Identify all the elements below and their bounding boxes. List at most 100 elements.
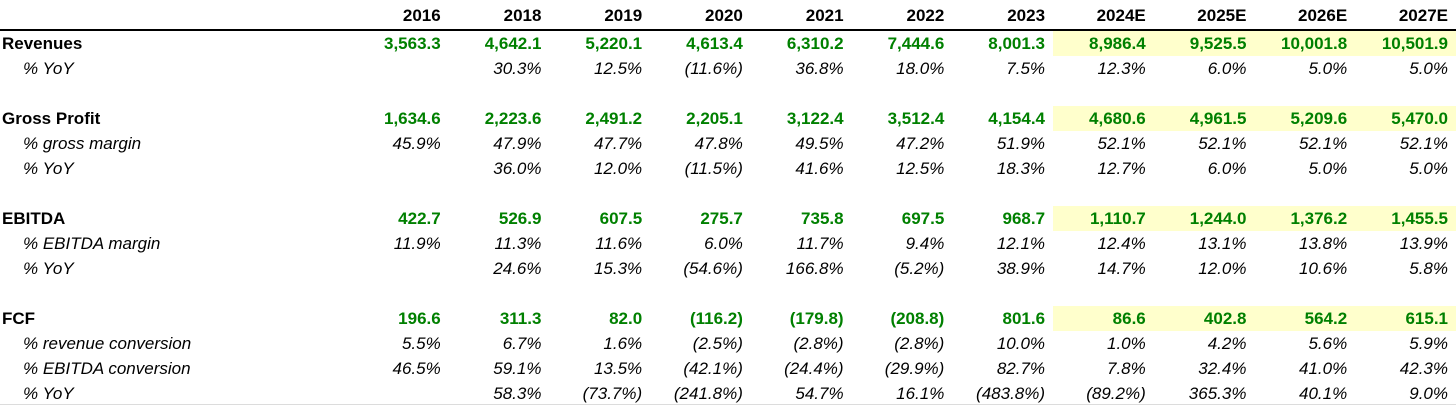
year-header: 2023 (952, 0, 1054, 31)
value-cell: 36.0% (493, 159, 542, 178)
value-cell: 82.0 (609, 309, 643, 328)
row-label-revenues: Revenues (2, 34, 83, 53)
spacer-row (0, 281, 1456, 306)
year-header: 2021 (750, 0, 852, 31)
value-cell: 1,110.7 (1053, 206, 1154, 231)
row-label-fcf-sub-0: % revenue conversion (23, 334, 192, 353)
row-label-gross-profit-sub-0: % gross margin (23, 134, 142, 153)
value-cell: 402.8 (1153, 306, 1255, 331)
value-cell: 46.5% (392, 359, 441, 378)
value-cell: 4.2% (1207, 334, 1247, 353)
value-cell: 4,154.4 (988, 109, 1046, 128)
value-cell: 38.9% (996, 259, 1046, 278)
spacer-cell (0, 81, 1456, 106)
value-cell: 607.5 (599, 209, 643, 228)
value-cell: 3,563.3 (383, 34, 441, 53)
row-label-ebitda-sub-0: % EBITDA margin (23, 234, 161, 253)
value-cell: 615.1 (1355, 306, 1456, 331)
value-cell: (42.1%) (683, 359, 743, 378)
value-cell: 365.3% (1188, 384, 1247, 403)
row-label-ebitda: EBITDA (2, 209, 66, 228)
value-cell: (2.8%) (793, 334, 844, 353)
value-cell: 18.0% (896, 59, 945, 78)
value-cell: (208.8) (890, 309, 945, 328)
value-cell: 4,680.6 (1053, 106, 1154, 131)
value-cell: 14.7% (1097, 259, 1146, 278)
value-cell: 968.7 (1002, 209, 1046, 228)
value-cell: 1,455.5 (1355, 206, 1456, 231)
value-cell: 40.1% (1298, 384, 1348, 403)
value-cell: 82.7% (996, 359, 1046, 378)
value-cell: (29.9%) (884, 359, 945, 378)
value-cell: 5.0% (1308, 59, 1348, 78)
value-cell: (11.5%) (684, 159, 743, 178)
spacer-row (0, 181, 1456, 206)
row-gross-profit: Gross Profit 1,634.6 2,223.6 2,491.2 2,205.1… (0, 106, 1456, 131)
value-cell: 2,223.6 (484, 109, 542, 128)
value-cell: 5.9% (1409, 334, 1448, 353)
value-cell: 52.1% (1298, 134, 1348, 153)
value-cell: 2,205.1 (686, 109, 743, 128)
value-cell: 275.7 (700, 209, 743, 228)
value-cell: 13.5% (593, 359, 643, 378)
value-cell: 1,634.6 (383, 109, 441, 128)
row-revenues: Revenues 3,563.3 4,642.1 5,220.1 4,613.4 6,31… (0, 30, 1456, 56)
value-cell: 12.5% (593, 59, 643, 78)
corner-cell (0, 0, 348, 31)
value-cell: 30.3% (493, 59, 542, 78)
value-cell: 5,470.0 (1355, 106, 1456, 131)
value-cell: 5,209.6 (1254, 106, 1356, 131)
value-cell: 7.8% (1107, 359, 1146, 378)
value-cell: 86.6 (1053, 306, 1154, 331)
value-cell: 12.3% (1097, 59, 1146, 78)
value-cell: 8,986.4 (1053, 30, 1154, 56)
spacer-row (0, 81, 1456, 106)
value-cell: 1.0% (1107, 334, 1146, 353)
value-cell: 166.8% (785, 259, 844, 278)
value-cell: 13.9% (1399, 234, 1448, 253)
year-header: 2027E (1355, 0, 1456, 31)
value-cell: (2.8%) (894, 334, 945, 353)
year-header-row: 2016 2018 2019 2020 2021 2022 2023 2024E 2025E 20… (0, 0, 1456, 31)
value-cell: 735.8 (801, 209, 844, 228)
value-cell: 52.1% (1198, 134, 1247, 153)
value-cell: 12.4% (1097, 234, 1146, 253)
value-cell: 24.6% (493, 259, 542, 278)
value-cell: 3,122.4 (786, 109, 844, 128)
value-cell: 11.7% (796, 234, 844, 253)
value-cell: 10,501.9 (1355, 30, 1456, 56)
value-cell: 58.3% (493, 384, 542, 403)
year-header: 2018 (448, 0, 550, 31)
value-cell: 196.6 (398, 309, 441, 328)
value-cell: 5.8% (1409, 259, 1448, 278)
value-cell: 422.7 (398, 209, 441, 228)
row-gross-profit-sub-1: % YoY 36.0% 12.0% (11.5%) 41.6% 12.5% 18.3% 12.… (0, 156, 1456, 181)
value-cell: (483.8%) (976, 384, 1046, 403)
spacer-cell (0, 181, 1456, 206)
year-header: 2025E (1153, 0, 1255, 31)
value-cell (348, 56, 449, 81)
value-cell: 41.0% (1298, 359, 1348, 378)
value-cell: 9.4% (905, 234, 945, 253)
value-cell: 11.9% (393, 234, 441, 253)
value-cell: 1.6% (603, 334, 643, 353)
value-cell: 4,961.5 (1153, 106, 1255, 131)
value-cell: 5.5% (401, 334, 441, 353)
value-cell: 5.6% (1308, 334, 1348, 353)
value-cell: 54.7% (795, 384, 844, 403)
value-cell: 12.0% (593, 159, 643, 178)
value-cell: 16.1% (896, 384, 945, 403)
year-header: 2020 (650, 0, 751, 31)
value-cell: (5.2%) (894, 259, 945, 278)
value-cell: 5.0% (1409, 159, 1448, 178)
row-fcf-sub-0: % revenue conversion 5.5% 6.7% 1.6% (2.5%) (2… (0, 331, 1456, 356)
value-cell: 12.7% (1097, 159, 1146, 178)
row-gross-profit-sub-0: % gross margin 45.9% 47.9% 47.7% 47.8% 49.5% 4… (0, 131, 1456, 156)
year-header: 2019 (549, 0, 651, 31)
value-cell: 36.8% (795, 59, 844, 78)
value-cell: 526.9 (498, 209, 542, 228)
value-cell: 10.6% (1298, 259, 1348, 278)
value-cell: 15.3% (593, 259, 643, 278)
year-header: 2026E (1254, 0, 1356, 31)
